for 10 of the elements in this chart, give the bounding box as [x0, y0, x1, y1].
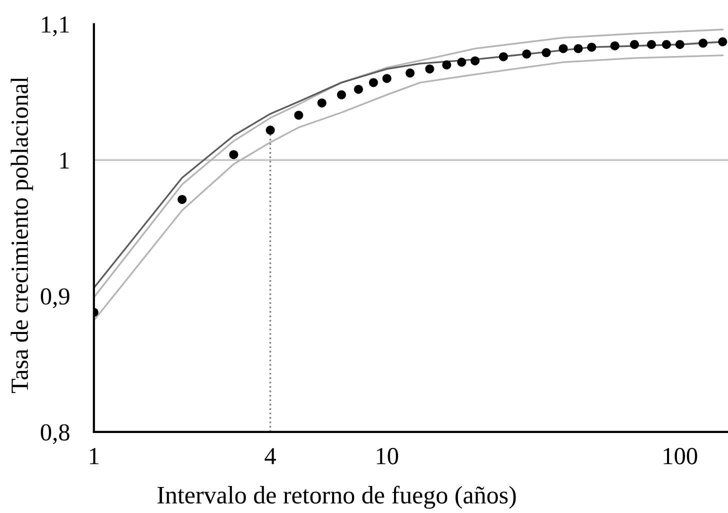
- y-tick-label: 1: [60, 152, 69, 168]
- x-tick-label: 10: [376, 448, 398, 464]
- y-tick-label: 1,1: [42, 16, 69, 36]
- x-tick-label: 100: [664, 448, 698, 464]
- y-axis-title: Tasa de crecimiento poblacional: [10, 76, 34, 394]
- x-tick-label: 4: [264, 448, 276, 464]
- x-tick-label: 1: [90, 448, 99, 464]
- y-tick-label: 0,9: [40, 288, 70, 308]
- y-tick-label: 0,8: [40, 424, 70, 444]
- x-axis-title: Intervalo de retorno de fuego (años): [158, 486, 516, 509]
